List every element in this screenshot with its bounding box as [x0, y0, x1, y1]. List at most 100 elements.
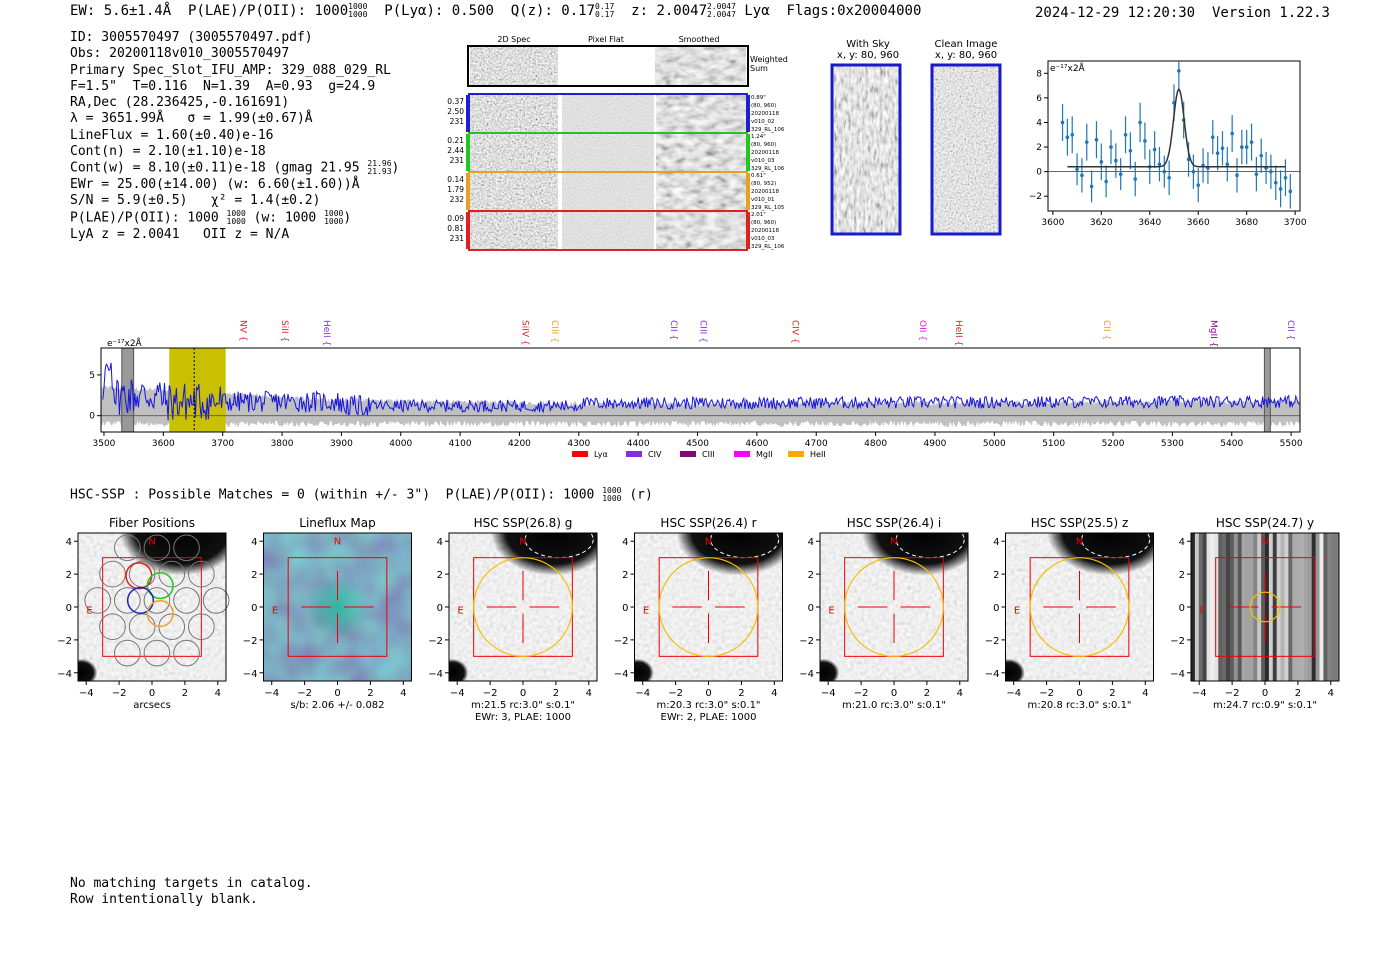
panel-ytick-label: −2: [1170, 636, 1185, 647]
row-2d-spec: [470, 212, 558, 249]
zoom-data-point: [1244, 145, 1249, 149]
panel-xtick-label: −2: [1225, 688, 1240, 699]
row-right-label: 329_RL_106: [751, 127, 785, 133]
row-right-label: 329_RL_106: [751, 166, 785, 172]
sky-images: With Sky x, y: 80, 960 Clean Image x, y:…: [830, 39, 1002, 236]
weighted-label-2: Sum: [750, 64, 768, 73]
fiber-circle: [84, 587, 112, 614]
hsc-summary: HSC-SSP : Possible Matches = 0 (within +…: [70, 486, 653, 503]
panel-xtick-label: −4: [79, 688, 94, 699]
image-panel: HSC SSP(25.5) z N E −4 −4 −2 −2 0 0 2 2 4 4 m:20.8 rc…: [985, 516, 1154, 711]
zoom-data-point: [1143, 139, 1147, 143]
panel-ytick-label: 2: [1179, 570, 1185, 581]
full-xtick-label: 4800: [864, 439, 887, 449]
north-label: N: [334, 537, 341, 548]
fiber-highlight: [146, 572, 174, 600]
north-label: N: [519, 537, 526, 548]
row-color-bar-right: [747, 212, 750, 249]
footer-notes: No matching targets in catalog. Row inte…: [70, 876, 313, 908]
panel-ytick-label: −2: [243, 636, 258, 647]
image-panel: Fiber Positions N E −4 −4 −2 −2 0 0 2 2 4 4 arcsecs: [57, 516, 230, 711]
zoom-data-point: [1114, 158, 1118, 163]
legend-swatch: [680, 451, 696, 457]
panel-ytick-label: 2: [993, 570, 999, 581]
panel-xtick-label: −4: [635, 688, 650, 699]
emission-line-label: SiII {: [279, 320, 289, 342]
zoom-xtick-label: 3600: [1041, 218, 1064, 228]
panel-title: HSC SSP(25.5) z: [1031, 516, 1129, 530]
panel-xtick-label: −2: [1039, 688, 1054, 699]
fiber-circle: [114, 534, 141, 562]
row-2d-spec: [470, 134, 558, 171]
lineflux-peak: [305, 575, 370, 639]
panel-xtick-label: 0: [1076, 688, 1082, 699]
panel-title: Fiber Positions: [109, 516, 195, 530]
emission-line-label: CII {: [668, 320, 678, 340]
cutout-column-titles: 2D Spec Pixel Flat Smoothed: [497, 35, 719, 44]
emission-line-label: HeII {: [953, 320, 963, 346]
zoom-data-point: [1220, 146, 1225, 151]
info-sn: S/N = 5.9(±0.5) χ² = 1.4(±0.2): [70, 193, 321, 209]
search-box: [287, 557, 388, 657]
zoom-data-point: [1210, 135, 1215, 140]
stripe: [1222, 533, 1227, 681]
row-left-label: 2.50: [447, 107, 464, 116]
full-xtick-label: 4000: [389, 439, 412, 449]
emission-line-label: CII {: [1101, 320, 1111, 340]
weighted-2d-spec: [470, 47, 558, 85]
panel-ytick-label: −4: [799, 669, 814, 680]
zoom-data-point: [1249, 140, 1254, 144]
row-left-label: 231: [450, 156, 465, 165]
panel-xtick-label: 4: [1142, 688, 1148, 699]
full-line-highlight: [169, 348, 226, 432]
panel-xtick-label: 4: [215, 688, 221, 699]
plya-value: P(Lyα): 0.500: [384, 3, 494, 19]
panel-caption: m:21.0 rc:3.0" s:0.1": [842, 700, 946, 711]
full-error-band: [101, 384, 1300, 428]
east-label: E: [457, 605, 463, 616]
panel-xtick-label: 4: [400, 688, 406, 699]
aperture-circle: [1249, 591, 1281, 623]
fiber-circle: [128, 613, 156, 641]
panel-xtick-label: 4: [1328, 688, 1334, 699]
row-left-label: 232: [450, 195, 465, 204]
panel-ytick-label: −4: [614, 669, 629, 680]
east-label: E: [1199, 605, 1205, 616]
stripe: [1257, 533, 1262, 681]
fiber-circle: [188, 560, 215, 588]
panel-ytick-label: −2: [614, 636, 629, 647]
bright-source: [1047, 533, 1154, 576]
panel-xtick-label: −2: [854, 688, 869, 699]
row-2d-spec: [470, 95, 558, 132]
panel-xtick-label: 0: [705, 688, 711, 699]
full-ytick-label: 5: [89, 371, 95, 381]
panel-image: [1191, 533, 1339, 681]
info-plae: P(LAE)/P(OII): 1000 1000 1000 (w: 1000 10…: [70, 208, 352, 226]
panel-ytick-label: −4: [243, 669, 258, 680]
row-color-bar: [466, 173, 469, 210]
zoom-data-point: [1167, 176, 1171, 180]
full-spectrum-chart: e⁻¹⁷x2Å 3500 3600 3700 3800 3900 4000 4100 4200 4…: [89, 320, 1303, 459]
row-smoothed: [656, 95, 746, 132]
info-wave: λ = 3651.99Å σ = 1.99(±0.67)Å: [70, 111, 313, 127]
row-pixel-flat: [562, 173, 654, 210]
full-xtick-label: 4900: [924, 439, 947, 449]
legend-label: CIV: [648, 450, 662, 459]
stripe: [1307, 533, 1313, 681]
zoom-data-point: [1283, 176, 1288, 180]
panel-xtick-label: 0: [1262, 688, 1268, 699]
panel-ytick-label: 0: [993, 603, 999, 614]
zoom-data-point: [1273, 180, 1278, 185]
panel-xtick-label: −4: [450, 688, 465, 699]
info-fwhm: F=1.5" T=0.116 N=1.39 A=0.93 g=24.9: [70, 78, 376, 94]
faint-source: [1005, 658, 1025, 681]
zoom-data-point: [1235, 173, 1239, 178]
stripe: [1331, 533, 1336, 681]
fiber-circle: [143, 534, 171, 562]
full-masked-region: [1263, 348, 1271, 432]
row-right-label: v010_01: [751, 197, 775, 203]
stripe: [1265, 533, 1270, 681]
row-right-label: 0.61": [751, 173, 766, 179]
panel-xtick-label: 4: [771, 688, 777, 699]
